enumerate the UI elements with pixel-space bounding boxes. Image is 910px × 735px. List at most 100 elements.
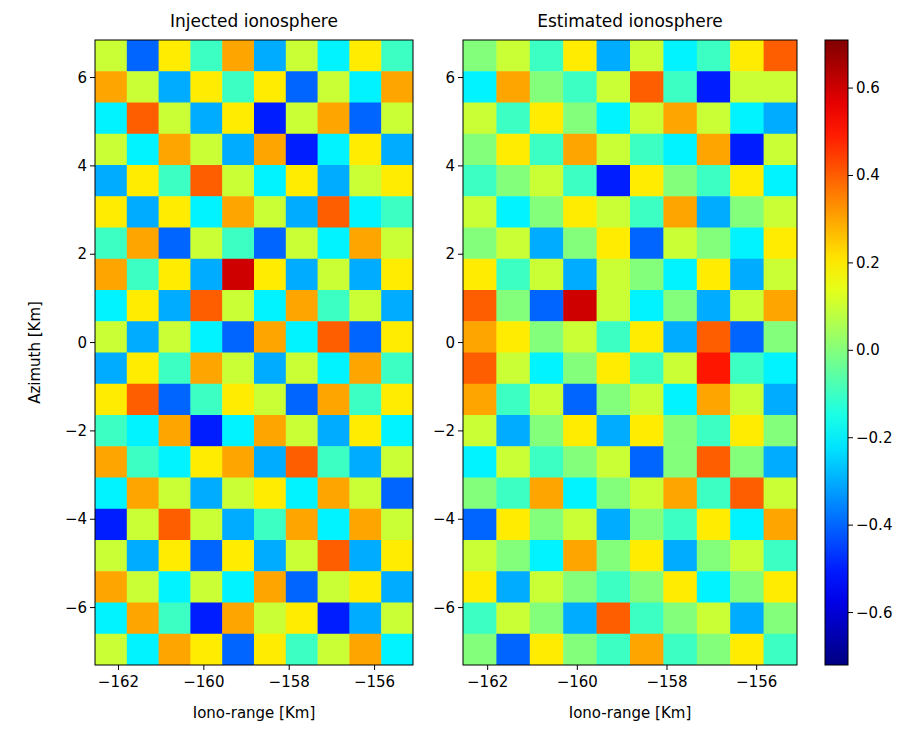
- cell: [663, 478, 697, 510]
- cell: [159, 259, 191, 291]
- cell: [222, 40, 254, 72]
- cell: [254, 134, 286, 166]
- cell: [127, 509, 159, 541]
- cell: [159, 165, 191, 197]
- cell: [730, 634, 764, 665]
- cell: [530, 540, 564, 572]
- cell: [127, 134, 159, 166]
- cell: [496, 571, 530, 603]
- cell: [630, 634, 664, 665]
- cell: [222, 353, 254, 385]
- cell: [630, 540, 664, 572]
- cell: [95, 165, 127, 197]
- cell: [764, 71, 797, 103]
- cell: [222, 165, 254, 197]
- cell: [496, 71, 530, 103]
- cell: [159, 321, 191, 353]
- cell: [381, 384, 413, 416]
- x-tick-label: −162: [467, 673, 508, 691]
- cell: [697, 103, 731, 135]
- cell: [463, 478, 497, 510]
- cell: [730, 165, 764, 197]
- cell: [463, 259, 497, 291]
- cell: [222, 259, 254, 291]
- cell: [730, 71, 764, 103]
- cell: [630, 40, 664, 72]
- cell: [563, 259, 597, 291]
- cell: [381, 509, 413, 541]
- cell: [286, 509, 318, 541]
- cell: [530, 603, 564, 635]
- y-tick-label: −2: [433, 422, 455, 440]
- y-axis-title: Azimuth [Km]: [26, 301, 44, 404]
- cell: [563, 103, 597, 135]
- panel-title: Estimated ionosphere: [537, 11, 723, 31]
- cell: [663, 571, 697, 603]
- colorbar-scale: [825, 40, 848, 665]
- cell: [764, 103, 797, 135]
- cell: [286, 40, 318, 72]
- cell: [127, 384, 159, 416]
- cell: [159, 71, 191, 103]
- cell: [381, 228, 413, 260]
- cell: [286, 384, 318, 416]
- cell: [254, 321, 286, 353]
- y-tick: [458, 254, 463, 255]
- cell: [286, 259, 318, 291]
- cell: [764, 415, 797, 447]
- cell: [254, 353, 286, 385]
- cell: [764, 290, 797, 322]
- cell: [127, 571, 159, 603]
- cell: [286, 165, 318, 197]
- cell: [563, 353, 597, 385]
- colorbar-tick: [848, 262, 853, 263]
- cell: [764, 134, 797, 166]
- cell: [463, 228, 497, 260]
- cell: [381, 478, 413, 510]
- cell: [222, 228, 254, 260]
- colorbar-tick: [848, 437, 853, 438]
- cell: [190, 196, 222, 228]
- cell: [190, 165, 222, 197]
- y-tick: [90, 430, 95, 431]
- cell: [318, 290, 350, 322]
- y-tick: [458, 607, 463, 608]
- y-tick: [458, 430, 463, 431]
- cell: [597, 134, 631, 166]
- cell: [530, 71, 564, 103]
- cell: [764, 384, 797, 416]
- cell: [463, 571, 497, 603]
- cell: [254, 384, 286, 416]
- y-tick: [90, 519, 95, 520]
- cell: [286, 71, 318, 103]
- cell: [663, 540, 697, 572]
- cell: [697, 384, 731, 416]
- cell: [697, 321, 731, 353]
- cell: [222, 290, 254, 322]
- cell: [286, 415, 318, 447]
- cell: [95, 415, 127, 447]
- cell: [127, 478, 159, 510]
- cell: [254, 103, 286, 135]
- cell: [159, 228, 191, 260]
- cell: [318, 71, 350, 103]
- cell: [463, 196, 497, 228]
- cell: [463, 134, 497, 166]
- y-tick-label: −6: [433, 599, 455, 617]
- cell: [159, 446, 191, 478]
- cell: [349, 540, 381, 572]
- figure: −162−160−158−156−6−4−20246Injected ionos…: [0, 0, 910, 735]
- cell: [95, 446, 127, 478]
- cell: [127, 446, 159, 478]
- cell: [697, 478, 731, 510]
- cell: [630, 290, 664, 322]
- x-tick-label: −160: [557, 673, 598, 691]
- colorbar: −0.6−0.4−0.20.00.20.40.6: [825, 40, 892, 665]
- cell: [697, 40, 731, 72]
- y-tick-label: 0: [77, 334, 87, 352]
- cell: [381, 71, 413, 103]
- cell: [764, 196, 797, 228]
- cell: [663, 134, 697, 166]
- cell: [663, 321, 697, 353]
- cell: [159, 571, 191, 603]
